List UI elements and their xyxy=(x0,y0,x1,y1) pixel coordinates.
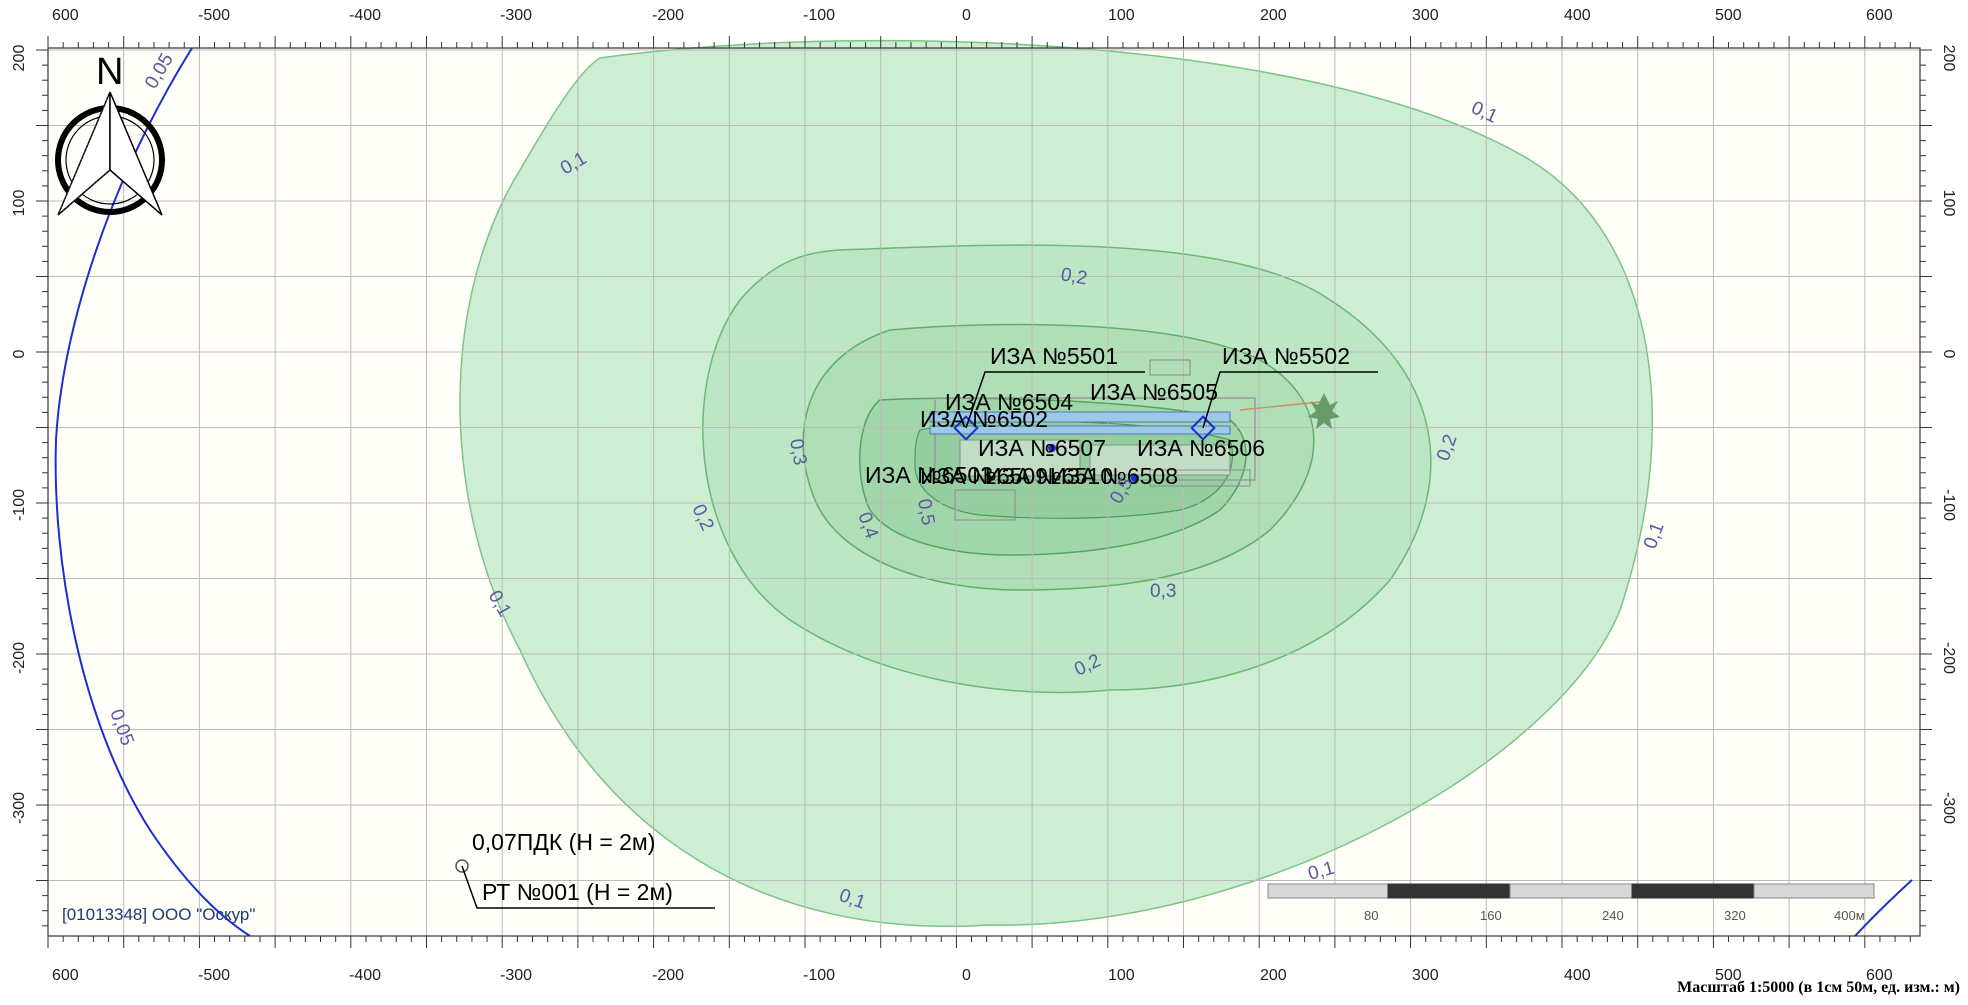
x-tick-bottom: 0 xyxy=(962,967,971,984)
y-tick-right: 100 xyxy=(1940,190,1957,217)
axis-ticks xyxy=(36,36,1932,948)
boundary-left xyxy=(54,47,251,937)
x-tick-top: 300 xyxy=(1412,7,1439,24)
y-tick-right: -200 xyxy=(1940,642,1957,674)
scale-label: 400м xyxy=(1834,908,1865,923)
enterprise-site xyxy=(929,359,1340,521)
source-label: ИЗА №6506 xyxy=(1137,435,1265,461)
x-tick-bottom: -300 xyxy=(500,967,532,984)
isoline-label: 0,2 xyxy=(1059,264,1089,289)
calculation-point: 0,07ПДК (Н = 2м) РТ №001 (Н = 2м) xyxy=(455,829,715,909)
axis-right: 200 100 0 -100 -200 -300 xyxy=(1940,45,1957,824)
x-tick-bottom: -100 xyxy=(803,967,835,984)
scale-label: 80 xyxy=(1364,908,1378,923)
source-label: ИЗА №6504 xyxy=(945,389,1073,415)
source-label: ИЗА №6509 xyxy=(920,463,1048,489)
x-tick-top: 600 xyxy=(1866,7,1893,24)
scale-bar: 80 160 240 320 400м xyxy=(1267,883,1875,923)
scale-label: 160 xyxy=(1480,908,1502,923)
x-tick-top: -300 xyxy=(500,7,532,24)
isoline-label: 0,3 xyxy=(1150,581,1176,602)
x-tick-bottom: 200 xyxy=(1260,967,1287,984)
x-tick-bottom: -400 xyxy=(349,967,381,984)
source-label: ИЗА №6507 xyxy=(978,435,1106,461)
x-tick-bottom: 100 xyxy=(1108,967,1135,984)
source-leaders xyxy=(965,371,1378,429)
compass-needle-light xyxy=(109,91,163,216)
y-tick-right: -100 xyxy=(1940,489,1957,521)
x-tick-top: 600 xyxy=(52,7,79,24)
north-arrow: N xyxy=(55,51,165,216)
source-marker-5501 xyxy=(953,415,979,441)
x-tick-top: 500 xyxy=(1715,7,1742,24)
source-labels: ИЗА №5501 ИЗА №5502 ИЗА №6504 ИЗА №6505 … xyxy=(865,343,1350,489)
boundary-right xyxy=(1854,879,1913,937)
scale-label: 240 xyxy=(1602,908,1624,923)
x-tick-bottom: 600 xyxy=(1866,967,1893,984)
organization-caption: [01013348] ООО "Оскур" xyxy=(62,905,255,924)
point-value: 0,07ПДК (Н = 2м) xyxy=(472,829,655,855)
source-label: ИЗА №6505 xyxy=(1090,379,1218,405)
source-label: ИЗА №6502 xyxy=(920,406,1048,432)
y-tick-left: 200 xyxy=(11,45,28,72)
x-tick-bottom: 300 xyxy=(1412,967,1439,984)
source-label: ИЗА №5501 xyxy=(990,343,1118,369)
x-tick-top: 0 xyxy=(962,7,971,24)
x-tick-bottom: -500 xyxy=(198,967,230,984)
source-label: ИЗА №6503 xyxy=(865,462,993,488)
y-tick-left: -100 xyxy=(11,489,28,521)
y-tick-left: 0 xyxy=(11,349,28,358)
x-tick-bottom: 500 xyxy=(1715,967,1742,984)
y-tick-left: -200 xyxy=(11,642,28,674)
x-tick-top: -100 xyxy=(803,7,835,24)
x-tick-top: 400 xyxy=(1564,7,1591,24)
x-tick-top: 200 xyxy=(1260,7,1287,24)
point-name: РТ №001 (Н = 2м) xyxy=(482,879,673,905)
x-tick-bottom: 600 xyxy=(52,967,79,984)
scale-caption: Масштаб 1:5000 (в 1см 50м, ед. изм.: м) xyxy=(1677,979,1960,996)
source-markers xyxy=(953,415,1216,482)
y-tick-right: 200 xyxy=(1940,45,1957,72)
x-tick-top: -500 xyxy=(198,7,230,24)
scale-label: 320 xyxy=(1724,908,1746,923)
x-tick-top: 100 xyxy=(1108,7,1135,24)
x-tick-bottom: -200 xyxy=(652,967,684,984)
isoline-label: 0,3 xyxy=(785,437,810,467)
y-tick-right: -300 xyxy=(1940,792,1957,824)
y-tick-right: 0 xyxy=(1940,350,1957,359)
y-tick-left: -300 xyxy=(11,792,28,824)
axis-top: 600 -500 -400 -300 -200 -100 0 100 200 3… xyxy=(52,7,1893,24)
x-tick-top: -400 xyxy=(349,7,381,24)
source-label: ИЗА №5502 xyxy=(1222,343,1350,369)
isoline-label: 0,5 xyxy=(913,497,938,527)
source-marker-5502 xyxy=(1190,415,1216,441)
source-label: ИЗА №6508 xyxy=(1050,463,1178,489)
y-tick-left: 100 xyxy=(11,190,28,217)
compass-letter: N xyxy=(96,51,123,93)
boundary-0-05 xyxy=(54,47,1913,937)
source-marker-6507 xyxy=(1048,444,1056,452)
map-frame xyxy=(47,47,1921,937)
point-marker xyxy=(455,859,469,873)
source-marker-6508 xyxy=(1131,474,1139,482)
source-label: ИЗА №6510 xyxy=(985,463,1113,489)
x-tick-top: -200 xyxy=(652,7,684,24)
axis-bottom: 600 -500 -400 -300 -200 -100 0 100 200 3… xyxy=(52,967,1893,984)
x-tick-bottom: 400 xyxy=(1564,967,1591,984)
axis-left: 200 100 0 -100 -200 -300 xyxy=(11,45,28,824)
